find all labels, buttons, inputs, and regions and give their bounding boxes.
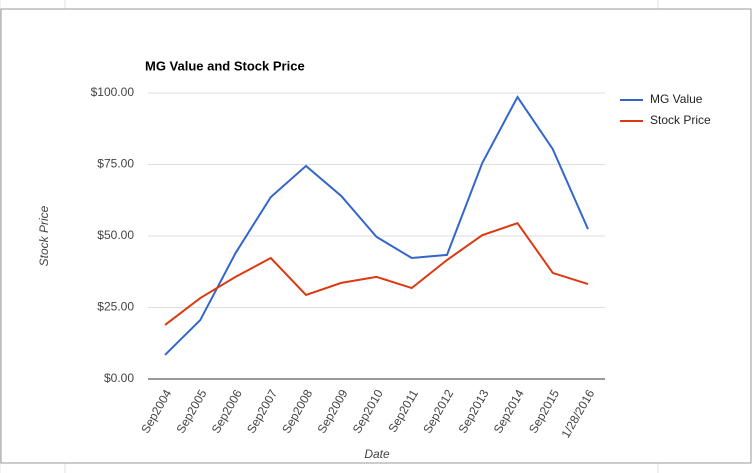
y-tick-label: $75.00 — [97, 157, 134, 171]
sheet-grid — [0, 0, 659, 473]
series-line — [164, 221, 589, 326]
series-line — [164, 95, 589, 356]
y-tick-label: $50.00 — [97, 228, 134, 242]
chart-title: MG Value and Stock Price — [145, 58, 305, 73]
y-tick-label: $100.00 — [91, 85, 135, 99]
y-tick-label: $25.00 — [97, 300, 134, 314]
x-axis-label: Date — [364, 447, 390, 461]
legend-label: Stock Price — [650, 113, 711, 127]
y-axis-label: Stock Price — [37, 205, 51, 266]
legend-label: MG Value — [650, 92, 703, 106]
y-tick-label: $0.00 — [104, 371, 134, 385]
